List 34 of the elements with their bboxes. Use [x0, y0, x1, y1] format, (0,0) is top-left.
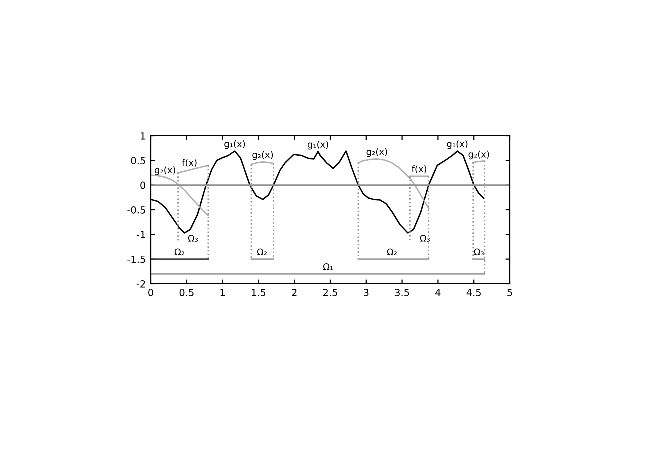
x-tick-label: 1.5: [252, 289, 266, 296]
y-tick-label: -1: [136, 231, 146, 238]
annotation: g₁(x): [447, 140, 468, 150]
annotation: g₂(x): [252, 151, 274, 160]
annotation: g₁(x): [308, 140, 328, 150]
x-tick-label: 1: [220, 289, 225, 296]
annotation: g₁(x): [224, 140, 246, 150]
x-tick-label: 3: [364, 289, 369, 296]
y-tick-label: 0: [140, 182, 146, 190]
annotation: f(x): [412, 166, 427, 174]
annotation: Ω₃: [420, 235, 430, 242]
annotation: f(x): [182, 159, 197, 168]
x-tick-label: 4.5: [466, 289, 481, 296]
x-tick-label: 2.5: [323, 289, 338, 296]
x-tick-label: 0.5: [180, 289, 194, 296]
y-tick-label: -1.5: [128, 256, 146, 264]
x-tick-label: 4: [436, 289, 441, 296]
annotation: Ω₂: [174, 248, 184, 256]
y-tick-label: -2: [136, 280, 146, 288]
y-tick-label: 0.5: [131, 157, 146, 164]
y-tick-label: 1: [141, 132, 146, 140]
x-tick-label: 0: [148, 289, 154, 296]
x-tick-label: 3.5: [395, 289, 410, 296]
annotation: Ω₁: [323, 264, 334, 270]
annotation: Ω₃: [474, 248, 484, 256]
annotation: g₂(x): [468, 150, 490, 160]
annotation: Ω₂: [257, 248, 267, 256]
annotation: Ω₂: [387, 248, 397, 256]
x-tick-label: 2: [292, 289, 297, 296]
x-tick-label: 5: [508, 289, 512, 296]
annotation: Ω₃: [188, 235, 198, 242]
y-tick-label: -0.5: [128, 206, 146, 214]
annotation: g₂(x): [366, 148, 388, 158]
annotation: g₂(x): [154, 166, 176, 176]
